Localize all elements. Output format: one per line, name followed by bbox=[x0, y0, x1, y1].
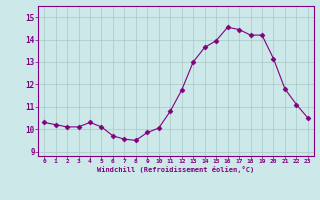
X-axis label: Windchill (Refroidissement éolien,°C): Windchill (Refroidissement éolien,°C) bbox=[97, 166, 255, 173]
